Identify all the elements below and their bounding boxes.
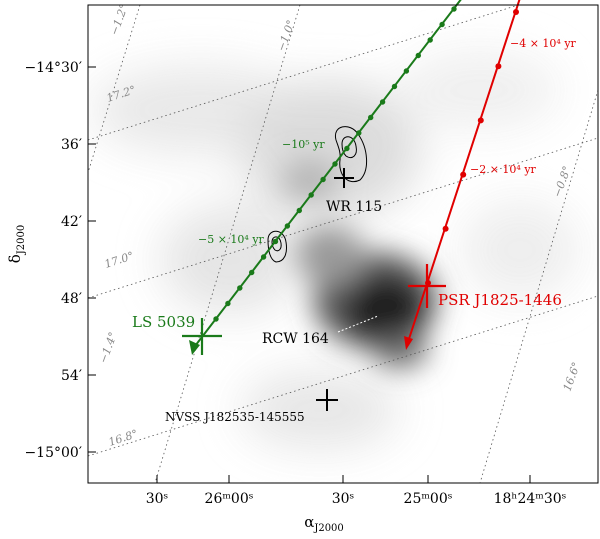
ls5039-epoch-dot — [356, 130, 362, 136]
x-tick-label: 25ᵐ00ˢ — [404, 491, 453, 507]
y-tick-label: 42′ — [61, 214, 82, 230]
wr115-label: WR 115 — [326, 199, 382, 215]
contour-inner-upper — [341, 136, 357, 159]
psr-epoch-dot — [513, 9, 519, 15]
ls5039-trajectory — [189, 0, 462, 355]
x-tick-label: 30ˢ — [146, 491, 169, 507]
ls5039-epoch-dot — [427, 37, 433, 43]
ls5039-epoch-dot — [225, 300, 231, 307]
red-epoch-2e4: −2 × 10⁴ yr — [470, 163, 537, 176]
ls5039-epoch-dot — [272, 238, 279, 245]
psr-epoch-dot — [442, 225, 449, 232]
psr-label: PSR J1825-1446 — [438, 291, 562, 309]
ls5039-epoch-dot — [332, 161, 338, 167]
x-tick-label: 26ᵐ00ˢ — [205, 491, 254, 507]
ls5039-label: LS 5039 — [132, 313, 195, 331]
contour-inner-lower — [271, 236, 282, 252]
ls5039-epoch-dot — [379, 99, 386, 105]
radio-emission-map — [88, 5, 598, 483]
psr-arrowhead — [404, 336, 413, 350]
y-tick-label: −15°00′ — [24, 445, 82, 461]
rcw164-label: RCW 164 — [262, 331, 329, 347]
contours — [267, 126, 367, 263]
ls5039-arrowhead — [189, 340, 200, 355]
psr-marker — [408, 264, 446, 308]
wr115-marker — [334, 168, 354, 188]
psr-epoch-dot — [460, 171, 467, 178]
ls5039-epoch-dot — [296, 207, 302, 214]
green-epoch-1e5: −10⁵ yr — [282, 138, 325, 151]
ls5039-epoch-dot — [391, 83, 398, 90]
y-tick-label: 54′ — [61, 368, 82, 384]
ls5039-epoch-dot — [284, 223, 291, 229]
psr-track-line — [406, 0, 521, 346]
psr-epoch-dot — [477, 117, 484, 124]
galactic-grid — [88, 5, 598, 483]
psr-epoch-dot — [495, 63, 502, 70]
ls5039-epoch-dot — [415, 52, 421, 59]
ls5039-epoch-dot — [237, 285, 243, 291]
x-tick-label: 30ˢ — [332, 491, 355, 507]
y-tick-label: −14°30′ — [24, 60, 82, 76]
contour-outer-upper — [334, 126, 367, 183]
ls5039-epoch-dot — [213, 316, 219, 322]
ls5039-marker — [182, 318, 222, 355]
ls5039-epoch-dot — [308, 192, 314, 198]
y-tick-label: 48′ — [61, 291, 82, 307]
nvss-label: NVSS J182535-145555 — [165, 410, 305, 424]
axis-ticks — [88, 66, 531, 483]
x-axis-label: αJ2000 — [304, 513, 344, 534]
contour-outer-lower — [267, 230, 287, 263]
ls5039-epoch-dot — [320, 176, 326, 183]
ls5039-epoch-dot — [260, 254, 267, 260]
red-epoch-4e4: −4 × 10⁴ yr — [510, 37, 577, 50]
ls5039-epoch-dots — [213, 6, 457, 322]
ls5039-epoch-dot — [403, 68, 410, 74]
rcw164-pointer — [337, 315, 379, 333]
psr-trajectory — [404, 0, 521, 350]
x-tick-label: 18ʰ24ᵐ30ˢ — [494, 491, 567, 507]
y-axis-label: δJ2000 — [6, 225, 27, 264]
ls5039-epoch-dot — [439, 21, 445, 28]
grid-lon-minus-0-8 — [479, 89, 598, 483]
ls5039-epoch-dot — [368, 114, 374, 121]
ls5039-epoch-dot — [249, 269, 255, 276]
y-tick-label: 36′ — [61, 137, 82, 153]
green-epoch-5e4: −5 × 10⁴ yr — [198, 233, 265, 246]
nvss-marker — [316, 389, 338, 411]
ls5039-epoch-dot — [344, 145, 350, 152]
ls5039-epoch-dot — [451, 6, 457, 12]
